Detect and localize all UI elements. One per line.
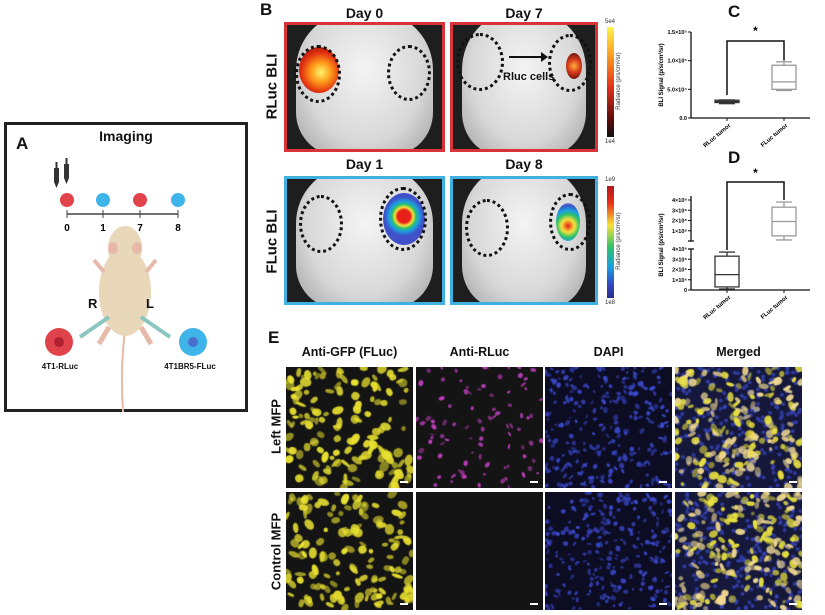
- micrograph-dapi: [545, 492, 672, 610]
- y-tick-label: 4×10⁶: [672, 247, 687, 253]
- significance-star: *: [753, 24, 758, 38]
- micrograph-anti-rluc: [416, 492, 543, 610]
- micrograph-dapi: [545, 367, 672, 488]
- timepoint-cell-icon: [96, 193, 110, 207]
- bli-image-rluc-day7: Rluc cells: [450, 22, 598, 152]
- column-header: Anti-RLuc: [449, 345, 510, 359]
- x-tick-label: FLuc tumor: [760, 295, 790, 321]
- column-header: Anti-GFP (FLuc): [301, 345, 398, 359]
- syringe-icon: [64, 158, 69, 184]
- day-label: Day 8: [505, 156, 543, 172]
- colorbar-max: 1e9: [605, 177, 616, 183]
- significance-bracket: [726, 181, 785, 251]
- bli-image-fluc-day8: [450, 176, 598, 305]
- panel-a-title: Imaging: [99, 128, 153, 144]
- colorbar-rluc: [607, 27, 614, 137]
- panel-a-illustration: 0 1 7 8: [45, 158, 207, 412]
- y-tick-label: 1×10⁶: [672, 278, 687, 284]
- micrograph-anti-rluc: [416, 367, 543, 488]
- y-tick-label: 2×10⁶: [672, 268, 687, 274]
- day-label: Day 0: [345, 5, 384, 21]
- colorbar-fluc: [607, 186, 614, 298]
- y-tick-label: 0.0: [679, 116, 687, 122]
- x-tick-label: RLuc tumor: [703, 123, 733, 150]
- panel-a-label: A: [16, 134, 29, 153]
- syringe-icon: [78, 315, 111, 339]
- side-right-label: R: [88, 296, 98, 311]
- column-header: DAPI: [593, 345, 624, 359]
- scale-bar: [659, 481, 667, 483]
- panel-e-label: E: [268, 328, 280, 347]
- timeline-day-label: 1: [100, 223, 106, 234]
- syringe-icon: [139, 315, 172, 339]
- mouse-illustration: [78, 226, 172, 412]
- colorbar-max: 5e4: [605, 19, 616, 25]
- syringe-icon: [54, 162, 59, 188]
- bli-image-rluc-day0: [284, 22, 445, 152]
- arrow-icon: [509, 56, 545, 58]
- scale-bar: [400, 481, 408, 483]
- significance-bracket: [726, 40, 785, 96]
- row-label: Control MFP: [268, 512, 284, 591]
- x-tick-label: RLuc tumor: [703, 295, 733, 322]
- y-tick-label: 2×10⁸: [672, 219, 687, 225]
- timeline-day-label: 0: [64, 223, 70, 234]
- micrograph-anti-gfp: [286, 492, 413, 610]
- bli-image-fluc-day1: [284, 176, 445, 305]
- timepoint-cell-icon: [60, 193, 74, 207]
- box-c-box: [771, 64, 797, 90]
- panel-b-label: B: [260, 0, 273, 19]
- scale-bar: [659, 603, 667, 605]
- y-axis-label: BLI Signal (p/s/cm²/sr): [658, 213, 665, 276]
- box-plots: 0.0 5.0×10⁴ 1.0×10⁵ 1.5×10⁵ BLI Signal (p/s/…: [658, 24, 810, 322]
- timeline-day-label: 7: [137, 223, 143, 234]
- y-tick-label: 3×10⁶: [672, 257, 687, 263]
- cell-label-fluc: 4T1BR5-FLuc: [164, 362, 216, 371]
- micrograph-merged: [675, 367, 802, 488]
- y-tick-label: 1×10⁸: [672, 229, 687, 235]
- y-tick-label: 3×10⁸: [672, 208, 687, 214]
- y-tick-label: 5.0×10⁴: [667, 87, 687, 93]
- y-tick-label: 0: [684, 288, 687, 294]
- micrograph-anti-gfp: [286, 367, 413, 488]
- cell-label-rluc: 4T1-RLuc: [41, 362, 79, 371]
- row-label: Left MFP: [268, 399, 284, 454]
- x-tick-label: FLuc tumor: [760, 123, 790, 149]
- day-label: Day 1: [345, 156, 384, 172]
- day-label: Day 7: [505, 5, 543, 21]
- scale-bar: [530, 603, 538, 605]
- column-header: Merged: [716, 345, 761, 359]
- scale-bar: [400, 603, 408, 605]
- colorbar-min: 1e8: [605, 300, 616, 306]
- side-left-label: L: [146, 296, 154, 311]
- rluc-cells-annotation: Rluc cells: [503, 71, 555, 83]
- scale-bar: [789, 603, 797, 605]
- y-tick-label: 1.0×10⁵: [667, 59, 687, 65]
- micrograph-merged: [675, 492, 802, 610]
- panel-a-schematic: [4, 122, 248, 412]
- colorbar-min: 1e4: [605, 139, 616, 145]
- timeline-day-label: 8: [175, 223, 181, 234]
- y-tick-label: 1.5×10⁵: [667, 30, 687, 36]
- scale-bar: [530, 481, 538, 483]
- timepoint-cell-icon: [133, 193, 147, 207]
- panel-c-label: C: [728, 2, 741, 21]
- panel-d-label: D: [728, 148, 741, 167]
- box-d-box: [714, 255, 740, 288]
- y-axis-label: BLI Signal (p/s/cm²/sr): [658, 43, 665, 106]
- significance-star: *: [753, 166, 758, 180]
- timepoint-cell-icon: [171, 193, 185, 207]
- scale-bar: [789, 481, 797, 483]
- y-tick-label: 4×10⁸: [672, 198, 687, 204]
